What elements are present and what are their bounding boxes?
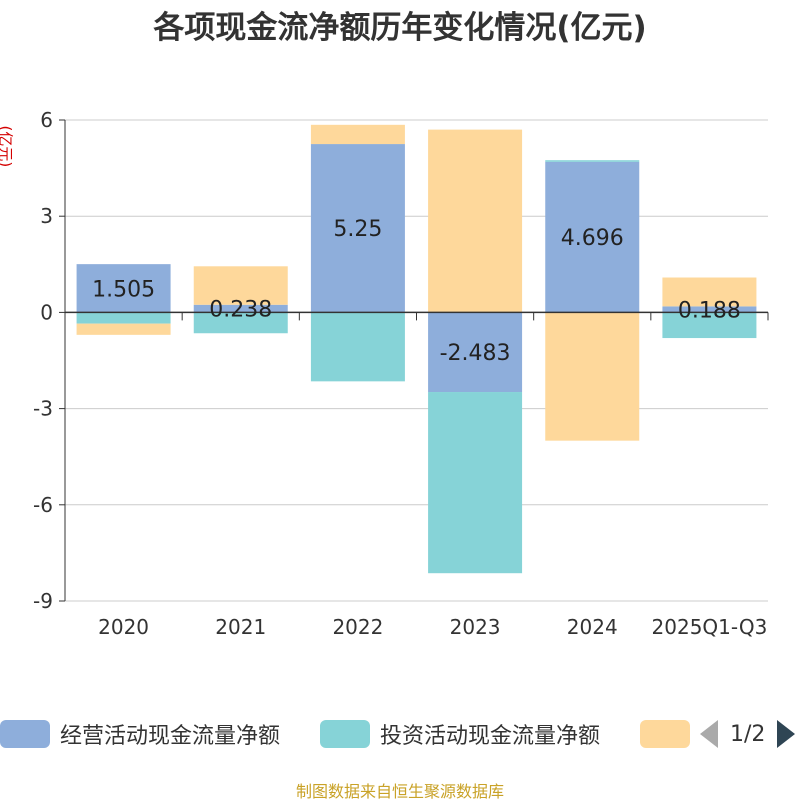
legend-pager: 1/2 — [700, 716, 796, 752]
arrow-left-icon[interactable] — [700, 720, 718, 748]
bar-segment-3 — [310, 124, 405, 145]
data-label: -2.483 — [440, 341, 511, 366]
bar-segment-1 — [193, 304, 288, 313]
bar-segment-2 — [310, 312, 405, 382]
data-label: 5.25 — [333, 217, 382, 242]
legend-page-indicator: 1/2 — [730, 721, 766, 747]
bar-segment-1 — [545, 161, 640, 313]
bar-segment-3 — [545, 312, 640, 441]
bar-segment-2 — [662, 312, 757, 339]
legend-item-financing[interactable] — [640, 716, 700, 752]
y-tick-label: 3 — [40, 204, 53, 228]
legend: 经营活动现金流量净额 投资活动现金流量净额 — [0, 716, 800, 752]
y-tick-label: -3 — [33, 397, 53, 421]
legend-swatch-operating — [0, 720, 50, 748]
bar-segment-2 — [428, 392, 523, 574]
chart-plot: -9 -6 -3 0 3 6 2020 2021 2022 2023 2024 2025Q1-Q3 1… — [33, 108, 769, 639]
data-label: 0.238 — [209, 298, 272, 323]
legend-label-investing: 投资活动现金流量净额 — [380, 724, 601, 749]
bar-segment-3 — [76, 323, 171, 335]
data-label: 0.188 — [678, 298, 741, 323]
bar-segment-2 — [545, 160, 640, 162]
data-label: 1.505 — [92, 277, 155, 302]
x-tick-label: 2020 — [98, 615, 149, 639]
bar-segment-1 — [76, 264, 171, 313]
arrow-right-icon[interactable] — [777, 720, 796, 748]
bar-segment-3 — [193, 266, 288, 305]
bar-segment-2 — [193, 312, 288, 334]
legend-swatch-investing — [320, 720, 370, 748]
x-tick-label: 2024 — [567, 615, 618, 639]
y-tick-label: -6 — [33, 493, 53, 517]
legend-item-investing[interactable]: 投资活动现金流量净额 — [320, 716, 600, 752]
legend-label-operating: 经营活动现金流量净额 — [60, 724, 281, 749]
bar-segment-3 — [662, 277, 757, 307]
data-label: 4.696 — [561, 226, 624, 251]
y-tick-label: 0 — [40, 300, 53, 324]
x-tick-label: 2021 — [215, 615, 266, 639]
y-tick-label: 6 — [40, 108, 53, 132]
y-tick-label: -9 — [33, 589, 53, 613]
bar-segment-1 — [310, 144, 405, 313]
bar-segment-1 — [662, 306, 757, 313]
legend-item-operating[interactable]: 经营活动现金流量净额 — [0, 716, 280, 752]
bar-segment-3 — [428, 129, 523, 313]
x-tick-label: 2025Q1-Q3 — [652, 615, 768, 639]
chart-title: 各项现金流净额历年变化情况(亿元) — [153, 10, 647, 46]
bar-segment-2 — [76, 312, 171, 324]
bar-segment-1 — [428, 312, 523, 393]
data-source-note: 制图数据来自恒生聚源数据库 — [295, 782, 504, 801]
x-tick-label: 2023 — [450, 615, 501, 639]
x-tick-label: 2022 — [332, 615, 383, 639]
legend-swatch-financing — [640, 720, 690, 748]
